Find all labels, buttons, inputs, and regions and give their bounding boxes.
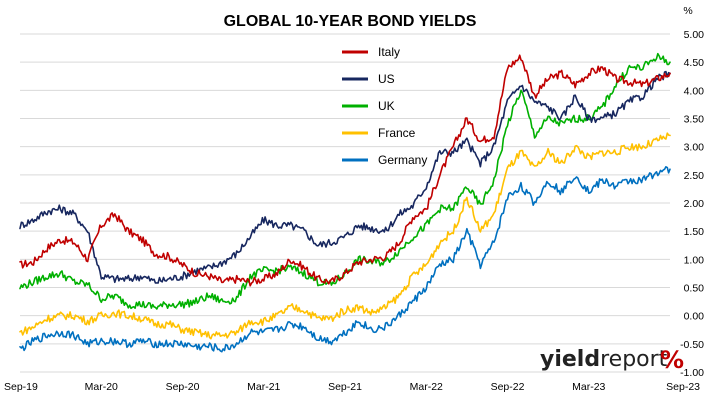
grid-lines xyxy=(20,33,670,373)
y-tick-label: 4.50 xyxy=(684,57,705,69)
x-tick-label: Sep-21 xyxy=(328,381,362,393)
legend-label-germany: Germany xyxy=(378,153,427,167)
x-tick-label: Mar-21 xyxy=(247,381,280,393)
x-tick-label: Mar-20 xyxy=(85,381,118,393)
series-line-france xyxy=(19,132,671,340)
x-tick-label: Mar-22 xyxy=(410,381,443,393)
x-tick-label: Sep-22 xyxy=(491,381,525,393)
chart-title: GLOBAL 10-YEAR BOND YIELDS xyxy=(224,13,477,30)
legend-label-us: US xyxy=(378,72,395,86)
y-tick-label: 3.50 xyxy=(684,114,705,126)
y-tick-label: 0.00 xyxy=(684,311,705,323)
series-lines xyxy=(19,52,671,353)
series-line-uk xyxy=(19,52,671,310)
y-tick-label: 1.00 xyxy=(684,254,705,266)
legend-label-italy: Italy xyxy=(378,45,400,59)
x-tick-label: Mar-23 xyxy=(572,381,605,393)
logo-yield-text: yield xyxy=(540,347,600,372)
y-tick-label: 2.00 xyxy=(684,198,705,210)
svg-text:yieldreport: yieldreport xyxy=(540,347,668,372)
x-tick-label: Sep-23 xyxy=(666,381,700,393)
y-tick-label: 5.00 xyxy=(684,29,705,41)
legend-label-france: France xyxy=(378,126,416,140)
series-line-italy xyxy=(19,54,671,287)
y-axis-unit-label: % xyxy=(683,5,692,17)
y-tick-label: -1.00 xyxy=(680,367,704,379)
y-tick-label: -0.50 xyxy=(680,339,704,351)
x-tick-label: Sep-20 xyxy=(166,381,200,393)
y-tick-label: 1.50 xyxy=(684,226,705,238)
logo-report-text: report xyxy=(600,347,668,372)
series-line-germany xyxy=(19,166,671,353)
logo-percent-mark: % xyxy=(660,346,684,374)
legend: Italy US UK France Germany xyxy=(342,45,427,167)
x-axis-ticks: Sep-19 Mar-20 Sep-20 Mar-21 Sep-21 Mar-22 Sep-… xyxy=(4,381,700,393)
series-line-us xyxy=(19,70,671,284)
y-axis-ticks: 5.00 4.50 4.00 3.50 3.00 2.50 2.00 1.50 1.00 0.50… xyxy=(680,29,704,379)
legend-label-uk: UK xyxy=(378,99,395,113)
yieldreport-logo: yieldreport % xyxy=(540,346,684,374)
x-tick-label: Sep-19 xyxy=(4,381,38,393)
y-tick-label: 2.50 xyxy=(684,170,705,182)
y-tick-label: 3.00 xyxy=(684,142,705,154)
y-tick-label: 0.50 xyxy=(684,283,705,295)
y-tick-label: 4.00 xyxy=(684,85,705,97)
